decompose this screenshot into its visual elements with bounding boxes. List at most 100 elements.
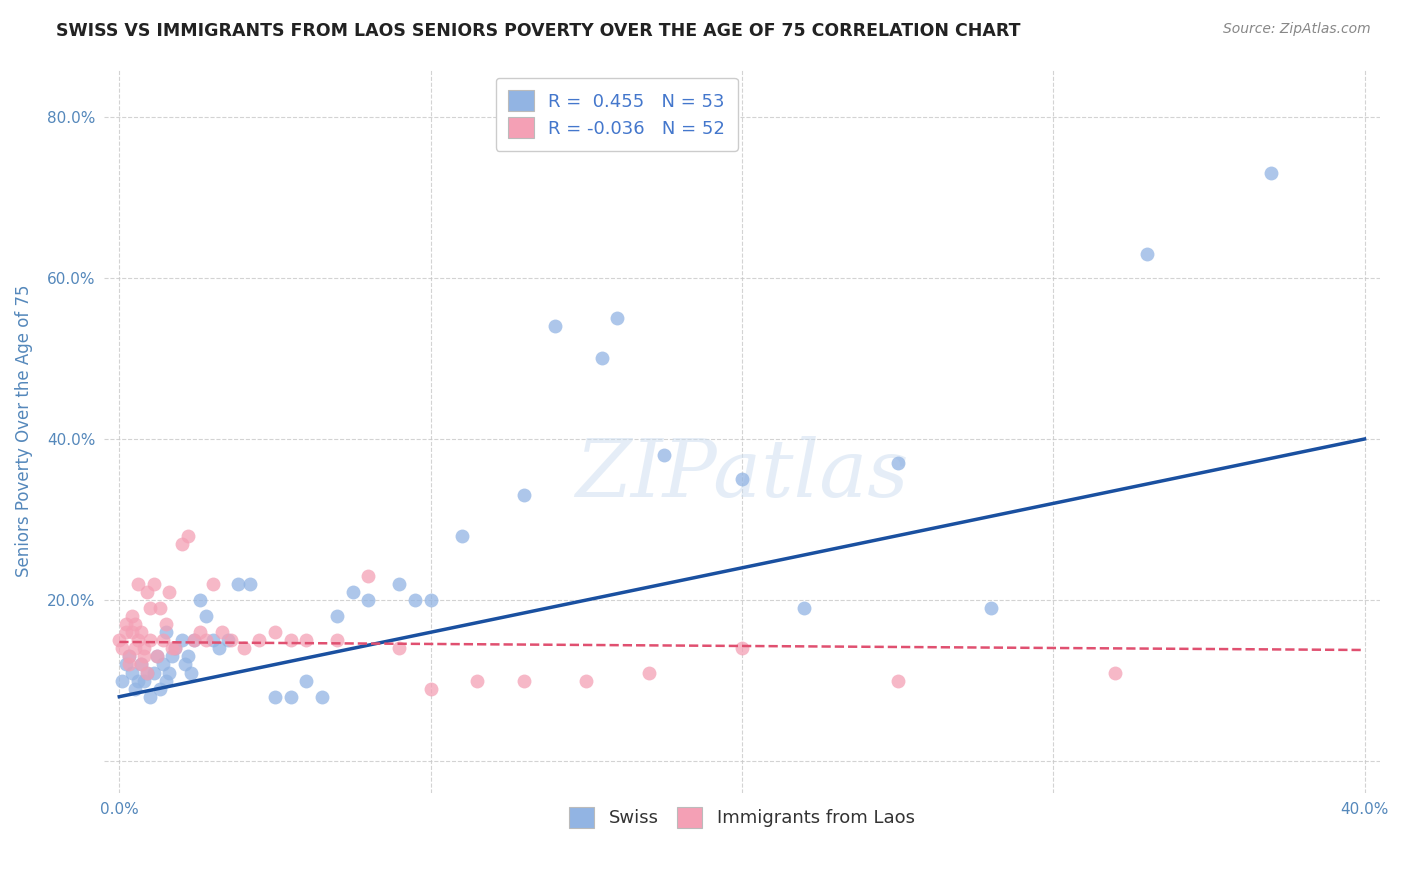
Point: [127, 633, 149, 648]
Point: [121, 609, 143, 624]
Point: [731, 641, 754, 656]
Point: [591, 351, 613, 366]
Point: [211, 625, 233, 640]
Point: [134, 641, 156, 656]
Point: [188, 625, 211, 640]
Point: [121, 625, 143, 640]
Point: [183, 633, 205, 648]
Point: [121, 665, 143, 680]
Text: ZIPatlas: ZIPatlas: [575, 435, 908, 513]
Point: [201, 633, 224, 648]
Point: [134, 673, 156, 688]
Point: [142, 665, 165, 680]
Point: [606, 311, 628, 326]
Point: [136, 585, 159, 599]
Point: [232, 641, 254, 656]
Point: [149, 681, 172, 696]
Point: [152, 657, 174, 672]
Point: [575, 673, 598, 688]
Point: [793, 601, 815, 615]
Point: [513, 673, 536, 688]
Text: SWISS VS IMMIGRANTS FROM LAOS SENIORS POVERTY OVER THE AGE OF 75 CORRELATION CHA: SWISS VS IMMIGRANTS FROM LAOS SENIORS PO…: [56, 22, 1021, 40]
Point: [139, 601, 162, 615]
Point: [111, 673, 134, 688]
Point: [201, 577, 224, 591]
Point: [886, 673, 908, 688]
Point: [180, 665, 202, 680]
Point: [731, 472, 754, 486]
Point: [155, 673, 177, 688]
Point: [155, 625, 177, 640]
Point: [280, 690, 302, 704]
Point: [188, 593, 211, 607]
Point: [195, 633, 218, 648]
Point: [264, 690, 287, 704]
Point: [544, 319, 567, 334]
Point: [129, 625, 152, 640]
Y-axis label: Seniors Poverty Over the Age of 75: Seniors Poverty Over the Age of 75: [15, 285, 32, 577]
Point: [165, 641, 187, 656]
Point: [117, 657, 139, 672]
Point: [226, 577, 249, 591]
Point: [145, 649, 167, 664]
Point: [117, 649, 139, 664]
Point: [295, 673, 318, 688]
Point: [173, 657, 195, 672]
Point: [183, 633, 205, 648]
Point: [326, 609, 349, 624]
Point: [160, 649, 183, 664]
Point: [465, 673, 488, 688]
Point: [637, 665, 659, 680]
Point: [1260, 166, 1282, 180]
Point: [170, 537, 193, 551]
Point: [217, 633, 239, 648]
Point: [357, 569, 380, 583]
Point: [404, 593, 426, 607]
Point: [221, 633, 243, 648]
Point: [117, 649, 139, 664]
Point: [136, 665, 159, 680]
Point: [124, 641, 146, 656]
Point: [157, 585, 180, 599]
Point: [980, 601, 1002, 615]
Point: [114, 617, 136, 632]
Point: [388, 577, 411, 591]
Point: [129, 657, 152, 672]
Point: [450, 528, 472, 542]
Point: [311, 690, 333, 704]
Point: [127, 577, 149, 591]
Legend: Swiss, Immigrants from Laos: Swiss, Immigrants from Laos: [562, 800, 922, 835]
Point: [295, 633, 318, 648]
Point: [111, 641, 134, 656]
Point: [108, 633, 131, 648]
Point: [326, 633, 349, 648]
Point: [342, 585, 364, 599]
Point: [419, 681, 441, 696]
Point: [208, 641, 231, 656]
Point: [886, 456, 908, 470]
Point: [357, 593, 380, 607]
Point: [155, 617, 177, 632]
Point: [264, 625, 287, 640]
Point: [124, 617, 146, 632]
Point: [177, 528, 200, 542]
Point: [513, 488, 536, 502]
Point: [1136, 246, 1159, 260]
Point: [247, 633, 270, 648]
Point: [419, 593, 441, 607]
Point: [652, 448, 675, 462]
Point: [145, 649, 167, 664]
Point: [142, 577, 165, 591]
Point: [139, 690, 162, 704]
Point: [124, 681, 146, 696]
Point: [136, 665, 159, 680]
Point: [1104, 665, 1126, 680]
Point: [160, 641, 183, 656]
Point: [127, 673, 149, 688]
Point: [388, 641, 411, 656]
Point: [170, 633, 193, 648]
Point: [114, 657, 136, 672]
Point: [134, 649, 156, 664]
Point: [139, 633, 162, 648]
Text: Source: ZipAtlas.com: Source: ZipAtlas.com: [1223, 22, 1371, 37]
